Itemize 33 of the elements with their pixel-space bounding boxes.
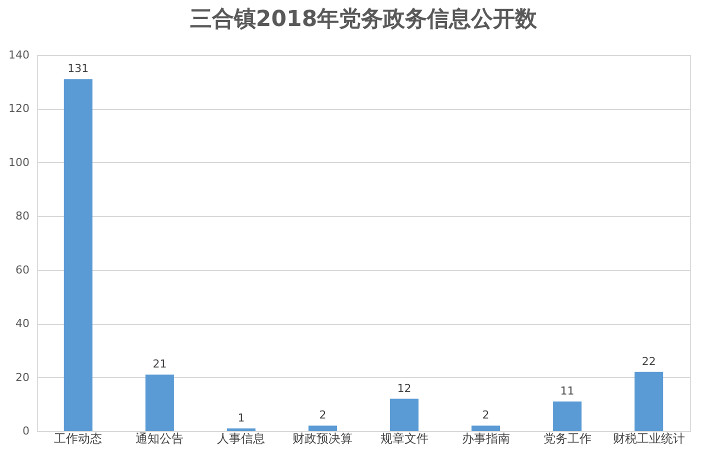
y-tick-label: 40 [16, 317, 30, 330]
data-label: 2 [319, 408, 326, 422]
bar [634, 372, 664, 431]
data-label: 11 [560, 384, 574, 398]
bar [553, 401, 582, 431]
x-tick-label: 规章文件 [380, 432, 428, 446]
bar [64, 79, 92, 431]
data-label: 21 [152, 358, 167, 371]
data-label: 2 [482, 408, 490, 422]
x-tick-label: 工作动态 [54, 432, 102, 446]
x-tick-label: 办事指南 [462, 432, 510, 446]
x-tick-label: 通知公告 [136, 432, 184, 446]
bar [145, 374, 174, 431]
y-tick-label: 80 [16, 210, 30, 223]
x-tick-label: 党务工作 [543, 432, 592, 446]
y-tick-label: 120 [8, 102, 30, 116]
x-tick-label: 财政预决算 [292, 432, 353, 446]
y-tick-label: 140 [8, 48, 30, 62]
y-tick-label: 60 [16, 263, 30, 276]
y-tick-label: 0 [22, 424, 30, 438]
bar [308, 426, 338, 431]
data-label: 131 [68, 62, 89, 76]
chart-title: 三合镇2018年党务政务信息公开数 [190, 7, 538, 32]
y-tick-label: 100 [8, 156, 30, 169]
x-tick-label: 人事信息 [217, 432, 266, 446]
data-label: 22 [642, 354, 656, 368]
x-tick-label: 财税工业统计 [612, 432, 685, 446]
y-tick-label: 20 [16, 370, 30, 384]
data-label: 1 [238, 411, 245, 424]
bar [226, 428, 256, 431]
bar [390, 398, 419, 431]
data-label: 12 [397, 382, 412, 395]
bar [472, 426, 500, 431]
